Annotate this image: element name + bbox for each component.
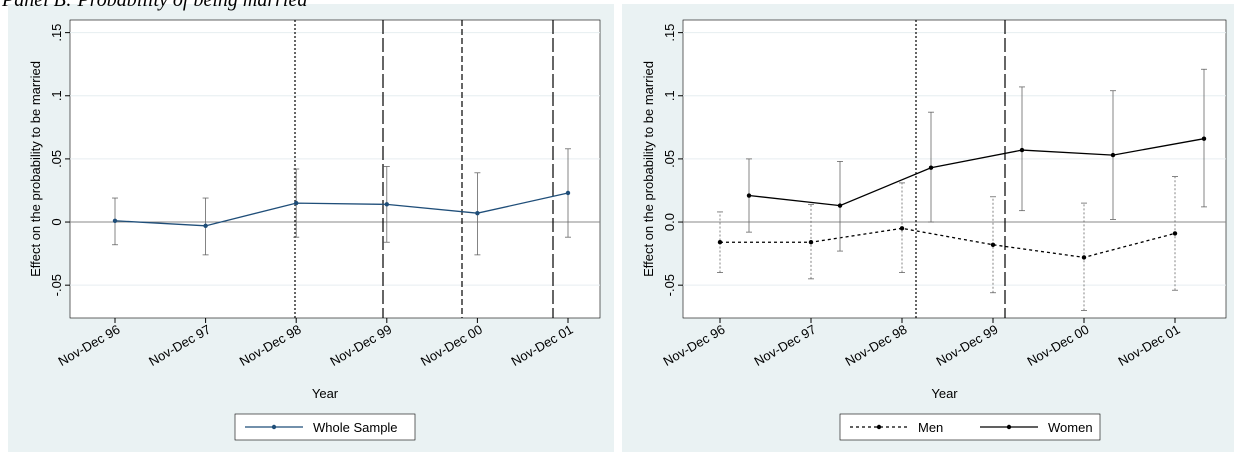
y-axis-title: Effect on the probability to be married [28,61,43,277]
point [294,200,299,206]
point [112,218,118,223]
point [837,203,843,208]
point [990,242,996,247]
plot-area [69,19,601,319]
x-axis-title: Year [312,386,339,401]
point [717,240,723,245]
x-axis-title: Year [931,386,958,401]
point [746,193,752,198]
point [475,210,480,216]
y-tick-label: -.05 [49,274,64,296]
y-tick-label: .05 [662,150,677,168]
y-tick-label: .05 [49,150,64,168]
legend-marker [271,424,277,430]
point [384,202,389,207]
y-axis-title: Effect on the probability to be married [641,61,656,277]
point [928,165,934,170]
legend-marker [1006,424,1012,430]
point [1081,255,1087,260]
legend-box [839,413,1101,441]
series-line [114,192,569,227]
point [565,190,571,196]
y-tick-label: .15 [662,24,677,42]
panel-title: Panel B: Probability of being married [1,0,308,11]
point [203,223,208,229]
y-tick-label: 0 [49,218,64,225]
point [1019,147,1025,153]
point [899,226,905,231]
legend-label: Men [918,420,943,435]
y-tick-label: .1 [662,90,677,101]
plot-area [682,19,1227,319]
legend-marker [876,424,882,430]
y-tick-label: .15 [49,24,64,42]
legend-label: Whole Sample [313,420,398,435]
series-line [748,138,1205,207]
point [1110,152,1116,158]
y-tick-label: 0.0 [662,213,677,231]
series-line [720,227,1176,259]
point [808,240,814,245]
y-tick-label: -.05 [662,274,677,296]
y-tick-label: .1 [49,90,64,101]
point [1172,231,1178,236]
legend-label: Women [1048,420,1093,435]
point [1201,136,1207,141]
